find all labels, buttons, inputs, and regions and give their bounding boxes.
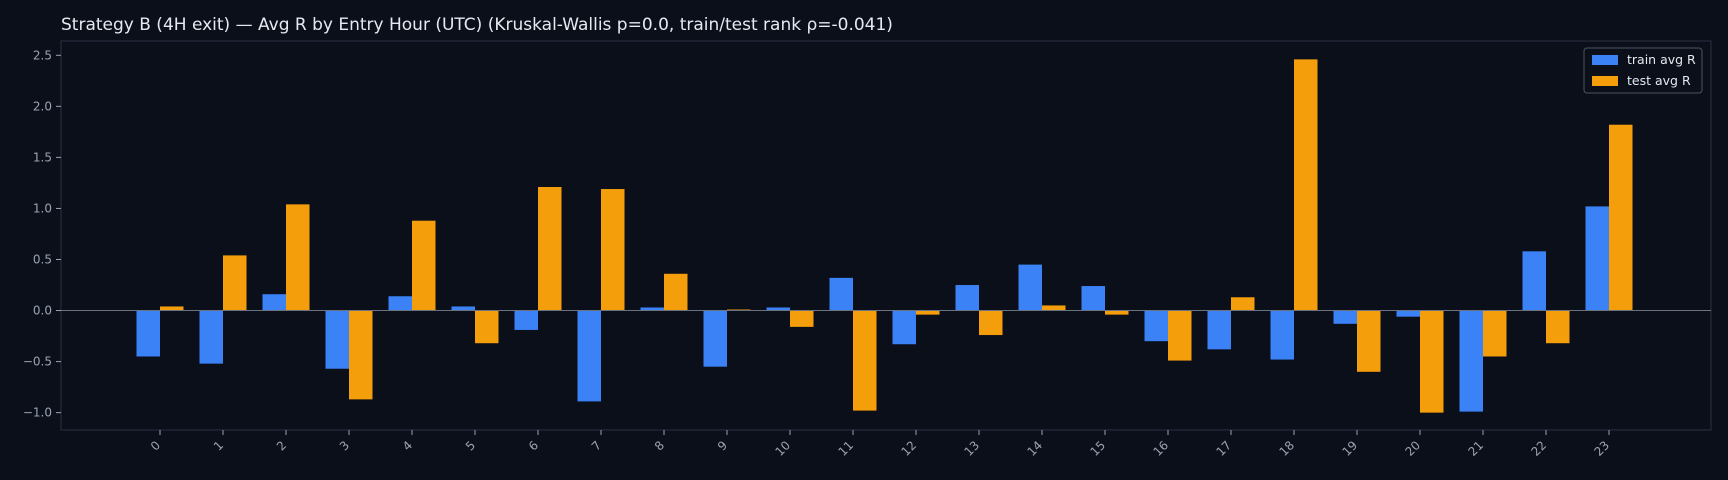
legend-swatch-test — [1592, 76, 1618, 86]
x-tick-label: 21 — [1465, 438, 1486, 459]
test-bar — [1294, 59, 1318, 311]
train-bar — [199, 310, 223, 364]
test-bar — [853, 310, 877, 411]
train-bar — [262, 294, 286, 311]
x-tick-label: 9 — [715, 438, 730, 453]
train-bar — [892, 310, 916, 345]
x-tick-label: 0 — [148, 438, 163, 453]
x-tick-label: 2 — [274, 438, 289, 453]
test-bar — [1357, 310, 1381, 372]
legend-label-test: test avg R — [1627, 73, 1691, 88]
test-bar — [538, 187, 562, 311]
train-bar — [325, 310, 349, 369]
x-tick-label: 10 — [772, 438, 793, 459]
test-bar — [349, 310, 373, 400]
train-bar — [1585, 206, 1609, 311]
test-bar — [1105, 310, 1129, 315]
test-bar — [475, 310, 499, 344]
test-bar — [1483, 310, 1507, 357]
x-tick-label: 5 — [463, 438, 478, 453]
train-bar — [703, 310, 727, 367]
train-bar — [1144, 310, 1168, 342]
train-bar — [1459, 310, 1483, 412]
train-bar — [451, 306, 475, 311]
train-bar — [1396, 310, 1420, 317]
test-bar — [412, 220, 436, 311]
test-bar — [160, 306, 184, 311]
test-bar — [664, 273, 688, 311]
x-tick-label: 4 — [400, 438, 415, 453]
x-tick-label: 23 — [1591, 438, 1612, 459]
train-bar — [1522, 251, 1546, 311]
legend-label-train: train avg R — [1627, 52, 1696, 67]
train-bar — [514, 310, 538, 330]
x-tick-label: 19 — [1339, 438, 1360, 459]
y-tick-label: 2.5 — [33, 48, 52, 62]
chart-title: Strategy B (4H exit) — Avg R by Entry Ho… — [61, 15, 893, 35]
train-bar — [577, 310, 601, 402]
x-tick-label: 11 — [835, 438, 856, 459]
test-bar — [1420, 310, 1444, 413]
y-tick-label: 1.5 — [33, 150, 52, 164]
y-tick-label: 2.0 — [33, 99, 52, 113]
train-bar — [640, 307, 664, 311]
train-bar — [1207, 310, 1231, 350]
x-tick-label: 12 — [898, 438, 919, 459]
x-tick-label: 1 — [211, 438, 226, 453]
x-tick-label: 8 — [652, 438, 667, 453]
test-bar — [1231, 297, 1255, 311]
y-axis: −1.0 −0.5 0.0 0.5 1.0 1.5 2.0 2.5 — [23, 48, 61, 420]
test-bar — [790, 310, 814, 327]
train-bar — [1270, 310, 1294, 360]
test-bar — [727, 309, 751, 311]
x-tick-label: 17 — [1213, 438, 1234, 459]
x-tick-label: 7 — [589, 438, 604, 453]
plot-area — [60, 40, 1712, 431]
test-bar — [1609, 124, 1633, 311]
x-tick-label: 3 — [337, 438, 352, 453]
test-bar — [916, 310, 940, 315]
y-tick-label: −0.5 — [23, 355, 52, 369]
x-tick-label: 6 — [526, 438, 541, 453]
x-tick-label: 20 — [1402, 438, 1423, 459]
test-bar — [286, 204, 310, 311]
x-tick-label: 18 — [1276, 438, 1297, 459]
bars-group — [136, 59, 1633, 413]
train-bar — [829, 277, 853, 311]
y-tick-label: 0.5 — [33, 252, 52, 266]
x-tick-label: 15 — [1087, 438, 1108, 459]
train-bar — [766, 307, 790, 311]
train-bar — [1333, 310, 1357, 324]
test-bar — [1546, 310, 1570, 344]
x-tick-label: 16 — [1150, 438, 1171, 459]
test-bar — [1168, 310, 1192, 361]
train-bar — [1018, 264, 1042, 311]
legend-swatch-train — [1592, 55, 1618, 65]
train-bar — [136, 310, 160, 357]
legend: train avg R test avg R — [1583, 47, 1703, 94]
x-tick-label: 22 — [1528, 438, 1549, 459]
test-bar — [979, 310, 1003, 336]
test-bar — [223, 255, 247, 311]
train-bar — [1081, 286, 1105, 311]
x-axis: 0 1 2 3 4 5 6 7 8 9 10 11 12 13 14 15 16 17 18 19 20 21 22 23 — [148, 430, 1612, 459]
y-tick-label: −1.0 — [23, 406, 52, 420]
x-tick-label: 13 — [961, 438, 982, 459]
test-bar — [1042, 305, 1066, 311]
test-bar — [601, 189, 625, 311]
y-tick-label: 0.0 — [33, 304, 52, 318]
y-tick-label: 1.0 — [33, 201, 52, 215]
train-bar — [955, 285, 979, 311]
x-tick-label: 14 — [1024, 438, 1045, 459]
train-bar — [388, 296, 412, 311]
